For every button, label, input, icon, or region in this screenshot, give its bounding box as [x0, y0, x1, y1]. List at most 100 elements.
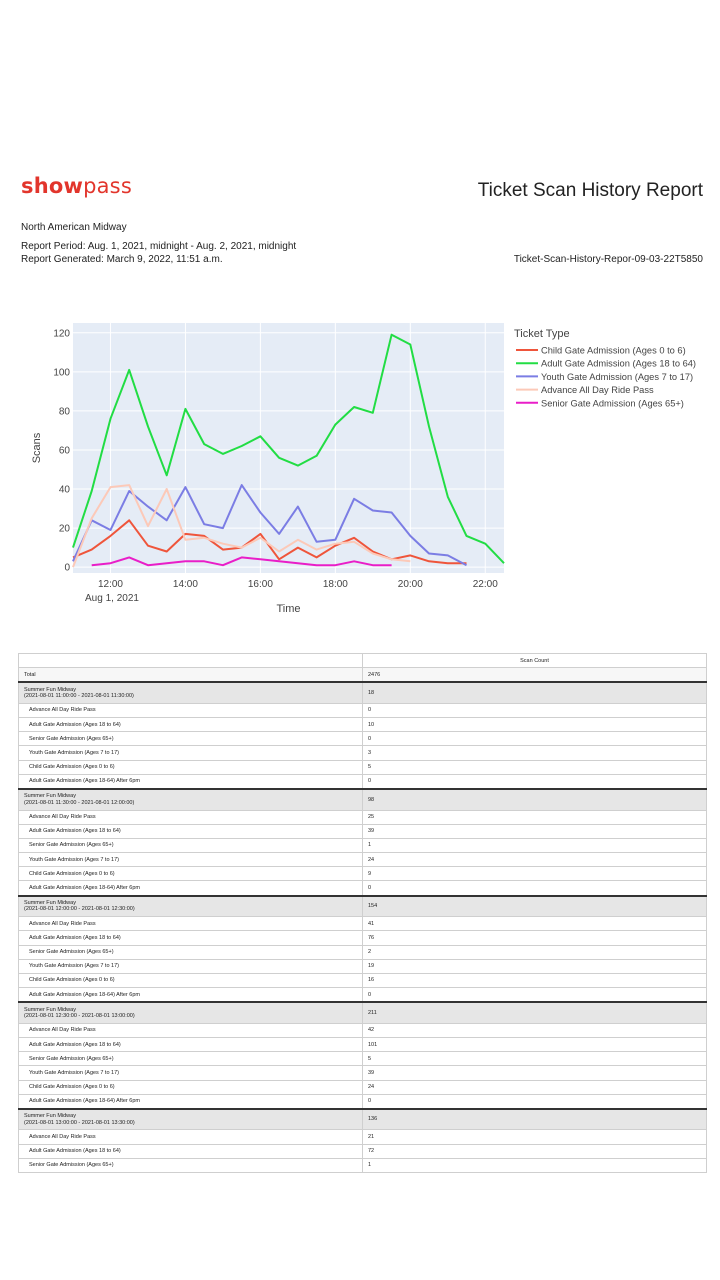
- row-count: 39: [362, 1065, 707, 1081]
- row-period-text: (2021-08-01 11:30:00 - 2021-08-01 12:00:…: [24, 799, 135, 806]
- row-label: Advance All Day Ride Pass: [18, 1022, 363, 1038]
- row-label-text: Adult Gate Admission (Ages 18-64) After …: [29, 1098, 140, 1105]
- row-label-text: Total: [24, 671, 36, 678]
- row-count: 136: [362, 1107, 707, 1131]
- series-line-4: [72, 484, 411, 568]
- row-count: 0: [362, 1093, 707, 1110]
- row-label: Senior Gate Admission (Ages 65+): [18, 944, 363, 960]
- y-tick-label: 0: [64, 563, 70, 574]
- group-row: Summer Fun Midway (2021-08-01 12:00:00 - …: [18, 894, 707, 918]
- row-count: 5: [362, 1051, 707, 1067]
- row-count: 1: [362, 837, 707, 854]
- row-label-text: Advance All Day Ride Pass: [29, 707, 96, 714]
- legend-title: Ticket Type: [514, 328, 570, 340]
- y-tick-label: 80: [59, 406, 71, 417]
- row-label-text: Summer Fun Midway: [24, 793, 76, 800]
- plot-background: [73, 323, 504, 573]
- group-row: Summer Fun Midway (2021-08-01 11:30:00 - …: [18, 788, 707, 811]
- table-row: Youth Gate Admission (Ages 7 to 17) 3: [18, 745, 707, 761]
- row-label-text: Advance All Day Ride Pass: [29, 1133, 96, 1140]
- report-file-id: Ticket-Scan-History-Repor-09-03-22T5850: [513, 254, 703, 265]
- row-period-text: (2021-08-01 11:00:00 - 2021-08-01 11:30:…: [24, 693, 134, 700]
- row-label-text: Senior Gate Admission (Ages 65+): [29, 735, 114, 742]
- row-label: Youth Gate Admission (Ages 7 to 17): [18, 745, 363, 761]
- row-label: Adult Gate Admission (Ages 18 to 64): [18, 717, 363, 733]
- row-label-text: Senior Gate Admission (Ages 65+): [29, 949, 114, 956]
- row-count: 76: [362, 930, 707, 946]
- y-tick-label: 100: [53, 367, 70, 378]
- logo-show-text: show: [21, 174, 84, 198]
- table-row: Advance All Day Ride Pass 42: [18, 1022, 707, 1038]
- x-date-label: Aug 1, 2021: [85, 593, 139, 604]
- row-label-text: Adult Gate Admission (Ages 18-64) After …: [29, 991, 140, 998]
- table-row: Youth Gate Admission (Ages 7 to 17) 19: [18, 958, 707, 974]
- group-row: Summer Fun Midway (2021-08-01 13:00:00 - …: [18, 1107, 707, 1131]
- legend-entry: Child Gate Admission (Ages 0 to 6): [541, 346, 686, 356]
- row-label: Adult Gate Admission (Ages 18 to 64): [18, 823, 363, 839]
- series-line-1: [72, 519, 467, 565]
- row-label: Adult Gate Admission (Ages 18-64) After …: [18, 880, 363, 897]
- row-label-text: Youth Gate Admission (Ages 7 to 17): [29, 963, 119, 970]
- row-label-text: Adult Gate Admission (Ages 18 to 64): [29, 1041, 121, 1048]
- row-label: Summer Fun Midway (2021-08-01 12:00:00 - …: [18, 894, 363, 918]
- row-count: 18: [362, 681, 707, 704]
- x-axis-title: Time: [276, 603, 300, 615]
- report-generated: Report Generated: March 9, 2022, 11:51 a…: [21, 254, 223, 265]
- row-label-text: Summer Fun Midway: [24, 686, 76, 693]
- row-count: 98: [362, 788, 707, 811]
- row-count: 9: [362, 866, 707, 882]
- row-label-text: Child Gate Admission (Ages 0 to 6): [29, 764, 115, 771]
- series-line-5: [91, 556, 392, 567]
- row-label-text: Adult Gate Admission (Ages 18 to 64): [29, 1148, 121, 1155]
- row-count: 101: [362, 1036, 707, 1053]
- row-count: 2476: [362, 667, 707, 683]
- row-count: 24: [362, 1079, 707, 1095]
- row-label-text: Youth Gate Admission (Ages 7 to 17): [29, 750, 119, 757]
- row-count: 0: [362, 880, 707, 897]
- scan-count-table: Scan Count Total 2476 Summer Fun Midway (20…: [18, 652, 707, 1173]
- row-label: Adult Gate Admission (Ages 18-64) After …: [18, 1093, 363, 1110]
- row-label: Child Gate Admission (Ages 0 to 6): [18, 759, 363, 775]
- row-count: 2: [362, 944, 707, 960]
- table-row: Advance All Day Ride Pass 21: [18, 1129, 707, 1145]
- row-label: Summer Fun Midway (2021-08-01 13:00:00 - …: [18, 1107, 363, 1131]
- row-count: 0: [362, 773, 707, 790]
- row-count: 72: [362, 1143, 707, 1159]
- y-tick-label: 20: [59, 524, 71, 535]
- group-row: Summer Fun Midway (2021-08-01 12:30:00 - …: [18, 1001, 707, 1024]
- row-label-text: Adult Gate Admission (Ages 18 to 64): [29, 934, 121, 941]
- y-tick-label: 60: [59, 445, 71, 456]
- y-axis-title: Scans: [31, 432, 43, 463]
- row-period-text: (2021-08-01 12:30:00 - 2021-08-01 13:00:…: [24, 1013, 135, 1019]
- series-line-3: [72, 484, 467, 567]
- row-count: 16: [362, 972, 707, 989]
- row-label-text: Senior Gate Admission (Ages 65+): [29, 1055, 114, 1062]
- row-label-text: Adult Gate Admission (Ages 18 to 64): [29, 721, 121, 728]
- total-row: Total 2476: [18, 667, 707, 683]
- row-count: 19: [362, 958, 707, 974]
- row-count: 42: [362, 1022, 707, 1038]
- table-row: Adult Gate Admission (Ages 18-64) After …: [18, 773, 707, 790]
- row-label: Senior Gate Admission (Ages 65+): [18, 731, 363, 747]
- table-row: Adult Gate Admission (Ages 18-64) After …: [18, 1093, 707, 1110]
- row-label-text: Child Gate Admission (Ages 0 to 6): [29, 870, 115, 877]
- table-row: Adult Gate Admission (Ages 18 to 64) 39: [18, 823, 707, 839]
- row-count: 21: [362, 1129, 707, 1145]
- row-label: Youth Gate Admission (Ages 7 to 17): [18, 958, 363, 974]
- table-row: Child Gate Admission (Ages 0 to 6) 5: [18, 759, 707, 775]
- row-label: Child Gate Admission (Ages 0 to 6): [18, 1079, 363, 1095]
- table-row: Adult Gate Admission (Ages 18 to 64) 76: [18, 930, 707, 946]
- row-label-text: Child Gate Admission (Ages 0 to 6): [29, 977, 115, 984]
- row-label-text: Adult Gate Admission (Ages 18 to 64): [29, 828, 121, 835]
- row-label: Child Gate Admission (Ages 0 to 6): [18, 866, 363, 882]
- row-count: 0: [362, 731, 707, 747]
- row-count: 41: [362, 916, 707, 932]
- table-header-row: Scan Count: [18, 652, 707, 669]
- table-row: Adult Gate Admission (Ages 18 to 64) 101: [18, 1036, 707, 1053]
- row-count: 10: [362, 717, 707, 733]
- table-body: Total 2476 Summer Fun Midway (2021-08-01 11…: [18, 667, 707, 1173]
- row-count: 24: [362, 852, 707, 868]
- row-label-text: Senior Gate Admission (Ages 65+): [29, 1162, 114, 1169]
- x-tick-label: 16:00: [248, 579, 273, 590]
- showpass-logo: showpass: [21, 174, 132, 198]
